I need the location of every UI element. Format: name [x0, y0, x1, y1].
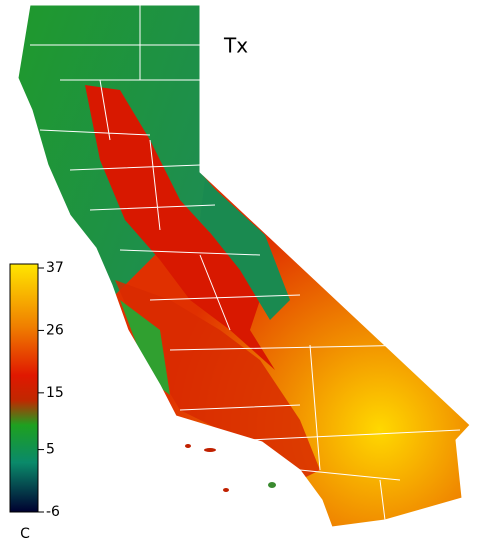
colorbar-unit: C [20, 526, 30, 542]
map-title: Tx [223, 34, 248, 58]
colorbar [9, 263, 39, 513]
colorbar-ticks: 37 26 15 5 -6 [38, 260, 64, 520]
tick-label: 5 [46, 442, 55, 458]
tick-label: 26 [46, 322, 64, 338]
state-outline [17, 4, 471, 528]
tick-label: 37 [46, 260, 64, 276]
tick-label: -6 [46, 504, 60, 520]
islands [185, 444, 276, 492]
county-lines [30, 5, 461, 521]
tick-label: 15 [46, 385, 64, 401]
